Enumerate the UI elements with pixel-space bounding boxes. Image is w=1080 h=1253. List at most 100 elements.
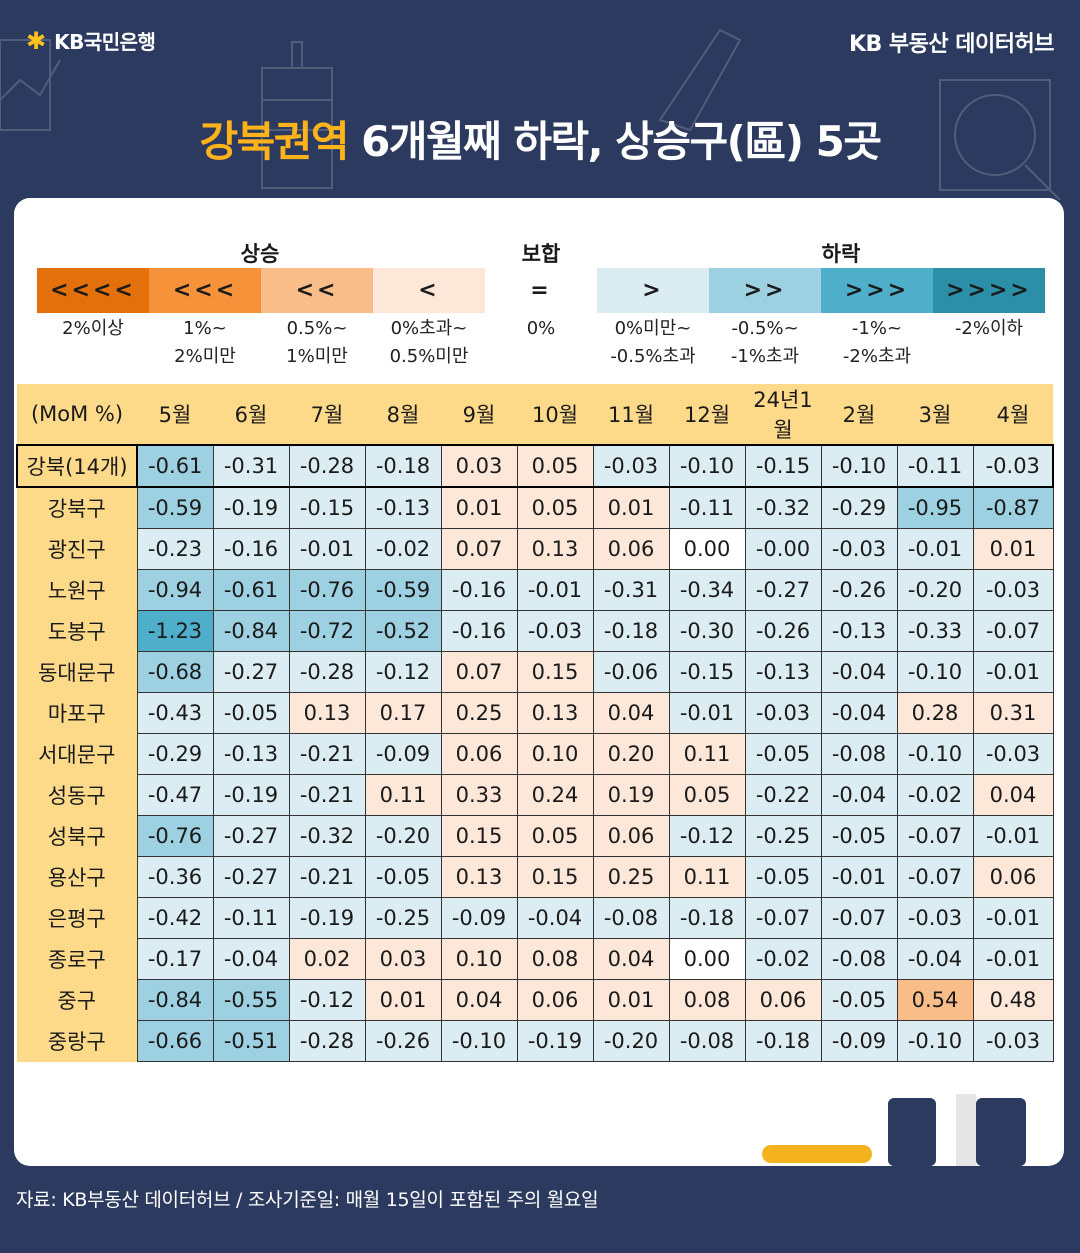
table-row: 마포구 -0.43 -0.05 0.13 0.17 0.25 0.13 0.04 -0.01 -0… (17, 692, 1054, 734)
table-cell: -0.11 (896, 444, 974, 488)
table-cell: 0.24 (516, 774, 594, 816)
table-cell: -0.59 (364, 569, 442, 611)
kb-bank-logo-text: KB국민은행 (54, 30, 156, 54)
table-cell: -0.12 (364, 651, 442, 693)
table-cell: -0.10 (820, 444, 898, 488)
column-header: 6월 (213, 384, 289, 445)
table-cell: 0.06 (592, 815, 670, 857)
table-cell: 0.17 (364, 692, 442, 734)
table-cell: -0.19 (288, 897, 366, 939)
table-cell: 0.15 (440, 815, 518, 857)
table-cell: -0.61 (212, 569, 290, 611)
table-cell: -0.01 (972, 897, 1054, 939)
table-cell: -0.10 (896, 1020, 974, 1062)
decorative-bar (762, 1145, 872, 1163)
table-cell: 0.08 (516, 938, 594, 980)
table-cell: -0.03 (896, 897, 974, 939)
legend-swatch: > (597, 268, 709, 313)
table-row: 중구 -0.84 -0.55 -0.12 0.01 0.04 0.06 0.01 0.08 0.0… (17, 979, 1054, 1021)
table-cell: -0.28 (288, 651, 366, 693)
legend-label: -1%~ -2%초과 (842, 318, 912, 367)
table-cell: 0.02 (288, 938, 366, 980)
table-cell: 0.05 (668, 774, 746, 816)
table-row: 강북(14개) -0.61 -0.31 -0.28 -0.18 0.03 0.05 -0.03… (16, 444, 1054, 488)
table-cell: -0.03 (972, 569, 1054, 611)
table-cell: -0.07 (744, 897, 822, 939)
table-cell: -0.07 (896, 856, 974, 898)
table-row: 성동구 -0.47 -0.19 -0.21 0.11 0.33 0.24 0.19 0.05 -0… (17, 774, 1054, 816)
table-cell: -0.20 (592, 1020, 670, 1062)
table-cell: -0.04 (820, 692, 898, 734)
table-cell: 0.04 (972, 774, 1054, 816)
table-cell: -0.07 (972, 610, 1054, 652)
table-cell: -0.33 (896, 610, 974, 652)
table-cell: -0.34 (668, 569, 746, 611)
table-cell: -0.02 (896, 774, 974, 816)
row-header: 노원구 (17, 569, 138, 611)
table-cell: 0.04 (592, 938, 670, 980)
table-cell: -0.21 (288, 856, 366, 898)
table-cell: 0.06 (972, 856, 1054, 898)
table-row: 노원구 -0.94 -0.61 -0.76 -0.59 -0.16 -0.01 -0.31 -0… (17, 569, 1054, 611)
row-header: 성북구 (17, 815, 138, 857)
table-cell: -0.29 (136, 733, 214, 775)
table-cell: -0.68 (136, 651, 214, 693)
table-cell: -0.01 (896, 528, 974, 570)
table-cell: -0.26 (820, 569, 898, 611)
table-row: 강북구 -0.59 -0.19 -0.15 -0.13 0.01 0.05 0.01 -0.11… (17, 486, 1054, 529)
table-cell: -0.05 (820, 815, 898, 857)
table-cell: -0.05 (364, 856, 442, 898)
table-row: 은평구 -0.42 -0.11 -0.19 -0.25 -0.09 -0.04 -0.08 -0… (17, 897, 1054, 939)
table-cell: -0.27 (212, 815, 290, 857)
table-cell: -0.95 (896, 486, 974, 529)
table-cell: -0.22 (744, 774, 822, 816)
row-header: 마포구 (17, 692, 138, 734)
table-cell: -0.18 (592, 610, 670, 652)
row-header: 종로구 (17, 938, 138, 980)
table-cell: -0.03 (972, 1020, 1054, 1062)
legend-swatch: >>>> (933, 268, 1045, 313)
row-header: 중구 (17, 979, 138, 1021)
table-cell: 0.20 (592, 733, 670, 775)
table-cell: -0.26 (364, 1020, 442, 1062)
row-header: 동대문구 (17, 651, 138, 693)
table-cell: -0.10 (896, 651, 974, 693)
table-row: 종로구 -0.17 -0.04 0.02 0.03 0.10 0.08 0.04 0.00 -0.… (17, 938, 1054, 980)
table-cell: -0.09 (440, 897, 518, 939)
table-cell: -0.15 (744, 444, 822, 488)
legend-swatch: <<< (149, 268, 261, 313)
table-cell: -0.08 (820, 733, 898, 775)
column-header: 3월 (897, 384, 973, 445)
table-cell: -0.43 (136, 692, 214, 734)
table-cell: 0.25 (592, 856, 670, 898)
table-cell: 0.06 (440, 733, 518, 775)
table-cell: -0.17 (136, 938, 214, 980)
page-title: 강북권역 6개월째 하락, 상승구(區) 5곳 (0, 108, 1080, 169)
table-cell: -0.04 (820, 774, 898, 816)
row-header: 성동구 (17, 774, 138, 816)
table-cell: -0.84 (212, 610, 290, 652)
table-cell: -0.31 (592, 569, 670, 611)
table-cell: -0.27 (212, 651, 290, 693)
table-cell: -0.03 (972, 444, 1054, 488)
legend-rise-header: 상승 (240, 242, 280, 266)
column-header: 24년1월 (745, 384, 821, 445)
table-cell: -0.13 (820, 610, 898, 652)
table-cell: -0.03 (516, 610, 594, 652)
table-cell: -0.09 (364, 733, 442, 775)
table-cell: 0.28 (896, 692, 974, 734)
table-row: 광진구 -0.23 -0.16 -0.01 -0.02 0.07 0.13 0.06 0.00-… (17, 528, 1054, 570)
top-bar: ✱ KB국민은행 KB 부동산 데이터허브 (0, 0, 1080, 80)
table-cell: -0.13 (212, 733, 290, 775)
table-cell: -0.11 (668, 486, 746, 529)
table-row: 성북구 -0.76 -0.27 -0.32 -0.20 0.15 0.05 0.06 -0.12… (17, 815, 1054, 857)
table-cell: -0.10 (668, 444, 746, 488)
table-cell: 0.01 (972, 528, 1054, 570)
table-cell: -0.28 (288, 444, 366, 488)
table-row: 동대문구 -0.68 -0.27 -0.28 -0.12 0.07 0.15 -0.06 -0.… (17, 651, 1054, 693)
table-cell: -0.25 (364, 897, 442, 939)
table-cell: -0.18 (744, 1020, 822, 1062)
table-cell: -0.20 (896, 569, 974, 611)
table-cell: 0.07 (440, 651, 518, 693)
table-cell: -0.19 (212, 486, 290, 529)
